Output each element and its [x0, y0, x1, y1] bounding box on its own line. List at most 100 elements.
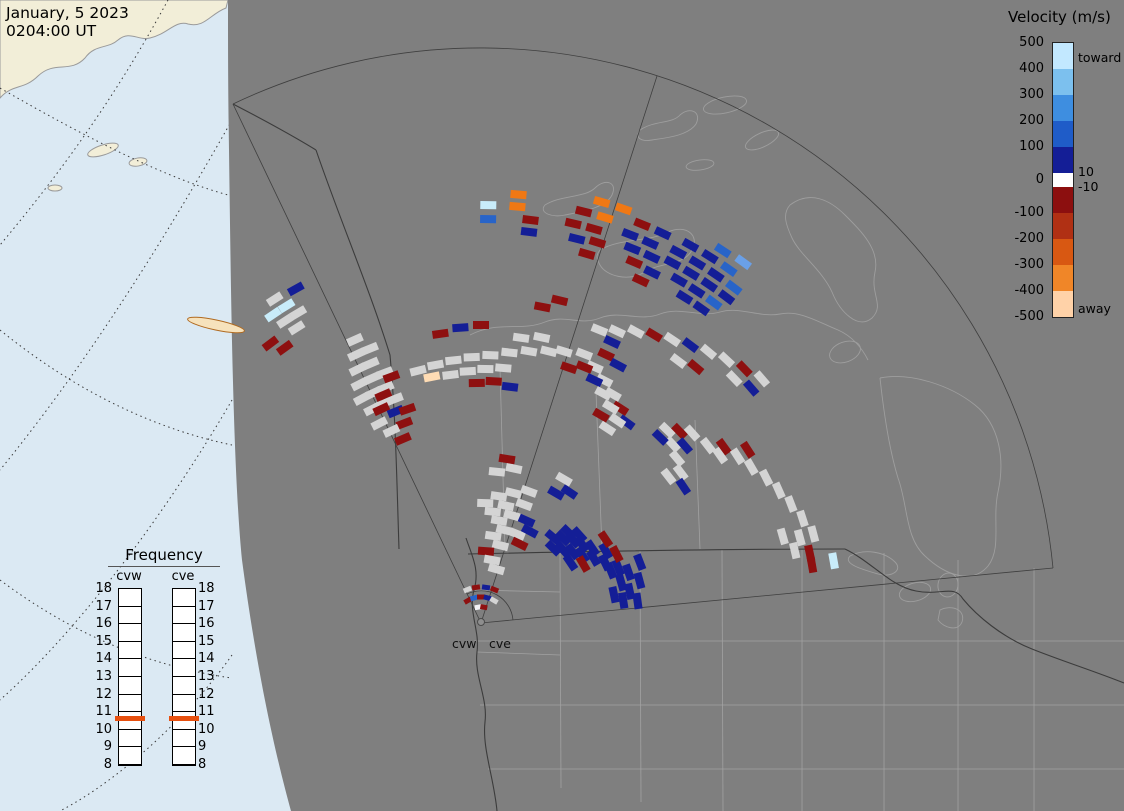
velocity-echo-cell: [645, 327, 664, 343]
velocity-echo-cell: [517, 513, 536, 528]
frequency-legend: Frequency cvw 18 17 16 15 14 13 12 11 10 9 8 cve 1…: [90, 546, 270, 796]
velocity-echo-cell: [289, 305, 308, 321]
frequency-bar-segment: [173, 677, 195, 695]
radar-label-cve: cve: [489, 636, 511, 651]
velocity-echo-cell: [508, 527, 526, 541]
frequency-bar-segment: [173, 747, 195, 765]
velocity-echo-cell: [687, 283, 706, 299]
velocity-echo-cell: [363, 371, 381, 386]
velocity-echo-cell: [487, 563, 506, 576]
frequency-tick-label: 16: [198, 616, 215, 632]
velocity-echo-cell: [633, 571, 646, 590]
time-text: 0204:00 UT: [6, 22, 97, 41]
velocity-color-segment: [1053, 69, 1073, 95]
velocity-echo-cell: [735, 360, 753, 378]
frequency-bar-segment: [173, 695, 195, 713]
frequency-operating-marker: [169, 716, 199, 721]
velocity-echo-cell: [597, 530, 614, 548]
radar-label-cvw: cvw: [452, 636, 477, 651]
velocity-echo-cell: [682, 265, 701, 281]
velocity-zero-band: [1053, 173, 1073, 187]
toward-label: toward: [1078, 50, 1122, 65]
frequency-tick-label: 11: [198, 704, 215, 720]
velocity-echo-cell: [568, 232, 586, 245]
velocity-echo-cell: [490, 491, 508, 502]
velocity-echo-cell: [699, 436, 716, 455]
velocity-echo-cell: [596, 211, 614, 224]
velocity-echo-cell: [520, 226, 538, 237]
velocity-echo-cell: [361, 341, 380, 356]
velocity-echo-cell: [539, 345, 558, 358]
frequency-bar-segment: [119, 747, 141, 765]
velocity-echo-cell: [615, 574, 628, 592]
velocity-echo-cell: [473, 321, 489, 329]
velocity-echo-cell: [489, 596, 499, 605]
velocity-echo-cell: [626, 324, 645, 339]
velocity-echo-cell: [386, 392, 404, 406]
velocity-echo-cell: [488, 466, 506, 477]
velocity-echo-cell: [350, 377, 369, 392]
velocity-echo-cell: [633, 217, 652, 232]
velocity-echo-cell: [426, 359, 445, 371]
frequency-bar-cvw: [115, 588, 145, 766]
frequency-column-label: cvw: [116, 569, 142, 584]
velocity-tick-label: 300: [1019, 87, 1044, 102]
frequency-bar-segment: [173, 589, 195, 607]
velocity-echo-cell: [611, 558, 625, 577]
velocity-echo-cell: [393, 432, 412, 446]
frequency-tick-label: 18: [198, 581, 215, 596]
velocity-tick-label: 0: [1035, 172, 1044, 187]
velocity-echo-cell: [601, 399, 620, 415]
velocity-echo-cell: [559, 523, 578, 541]
velocity-echo-cell: [631, 273, 650, 288]
velocity-echo-cell: [595, 373, 614, 388]
velocity-echo-cell: [608, 412, 627, 429]
velocity-echo-cell: [585, 360, 604, 375]
velocity-echo-cell: [715, 437, 732, 456]
velocity-echo-cell: [592, 195, 611, 209]
velocity-color-segment: [1053, 265, 1073, 291]
frequency-tick-label: 9: [103, 739, 112, 755]
velocity-echo-cell: [520, 523, 539, 539]
frequency-legend-title: Frequency: [108, 546, 220, 567]
velocity-tick-label: 200: [1019, 113, 1044, 128]
velocity-echo-cell: [442, 369, 459, 380]
velocity-echo-cell: [459, 366, 476, 376]
velocity-echo-cell: [713, 242, 732, 259]
velocity-echo-cell: [578, 247, 596, 260]
velocity-echo-cell: [806, 556, 818, 574]
frequency-bar-segment: [173, 607, 195, 625]
velocity-echo-cell: [704, 294, 723, 311]
velocity-echo-cell: [671, 422, 688, 440]
velocity-echo-cell: [505, 462, 523, 475]
velocity-echo-cell: [807, 525, 820, 543]
velocity-echo-cell: [609, 545, 624, 563]
echo-layer: [261, 189, 839, 611]
velocity-echo-cell: [485, 376, 502, 386]
velocity-echo-cell: [376, 380, 395, 395]
velocity-echo-cell: [651, 428, 669, 446]
velocity-colorbar: [1052, 42, 1074, 318]
fan-outer-arc: [232, 47, 1054, 569]
velocity-echo-cell: [739, 440, 756, 459]
velocity-echo-cell: [585, 222, 603, 235]
fan-left-edge: [232, 103, 482, 624]
velocity-echo-cell: [603, 334, 621, 350]
frequency-tick-label: 14: [95, 651, 112, 667]
velocity-echo-cell: [544, 539, 562, 557]
velocity-echo-cell: [574, 545, 590, 564]
velocity-echo-cell: [658, 421, 676, 439]
velocity-echo-cell: [555, 345, 573, 358]
neg-threshold-label: -10: [1078, 179, 1099, 194]
frequency-tick-label: 12: [95, 686, 112, 702]
velocity-echo-cell: [265, 291, 284, 307]
radar-site-dot: [477, 618, 485, 626]
velocity-echo-cell: [683, 424, 701, 442]
velocity-echo-cell: [712, 446, 729, 465]
frequency-tick-label: 15: [95, 633, 112, 649]
velocity-echo-cell: [743, 458, 759, 476]
velocity-echo-cell: [483, 554, 501, 566]
velocity-echo-cell: [623, 241, 642, 256]
velocity-echo-cell: [776, 527, 789, 546]
velocity-echo-cell: [793, 528, 806, 547]
